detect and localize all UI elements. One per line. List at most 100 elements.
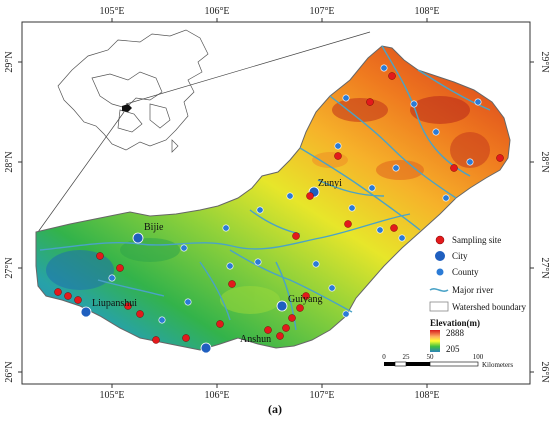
county-marker (184, 298, 192, 306)
sampling-marker (388, 72, 396, 80)
scale-unit: Kilometers (482, 361, 513, 369)
sampling-marker (288, 314, 296, 322)
city-label-guiyang: Guiyang (288, 294, 322, 305)
legend: Sampling site City County Major river Wa… (429, 235, 526, 354)
county-marker (380, 64, 388, 72)
china-inset-map (57, 29, 209, 153)
sampling-marker (136, 310, 144, 318)
major-rivers (39, 45, 491, 331)
sampling-marker (124, 302, 132, 310)
county-marker (226, 262, 234, 270)
county-marker (334, 142, 342, 150)
legend-elevation-title: Elevation(m) (430, 318, 480, 328)
city-marker-anshun (200, 342, 212, 354)
legend-sampling-swatch (435, 235, 445, 245)
graticule-ticks (18, 18, 534, 388)
sampling-marker (334, 152, 342, 160)
county-marker (312, 260, 320, 268)
sampling-marker (96, 252, 104, 260)
sampling-marker (282, 324, 290, 332)
county-marker (222, 224, 230, 232)
legend-elevation-max: 2888 (446, 328, 465, 338)
legend-county-swatch (436, 268, 444, 276)
sampling-marker (344, 220, 352, 228)
county-marker (410, 100, 418, 108)
city-markers (80, 186, 320, 354)
county-marker (342, 94, 350, 102)
legend-sampling-label: Sampling site (452, 235, 501, 245)
legend-boundary-label: Watershed boundary (452, 302, 526, 312)
scale-tick-0: 0 (382, 353, 386, 361)
scale-bar: 0 25 50 100 Kilometers (382, 353, 513, 369)
lon-label-bottom-107: 107°E (309, 390, 334, 401)
county-marker (392, 164, 400, 172)
county-marker (398, 234, 406, 242)
sampling-marker (292, 232, 300, 240)
legend-boundary-swatch (429, 301, 449, 312)
legend-city-swatch (435, 251, 445, 261)
sampling-marker (216, 320, 224, 328)
sampling-marker (74, 296, 82, 304)
legend-river-swatch (429, 288, 449, 292)
sampling-marker (116, 264, 124, 272)
lat-label-right-29: 29°N (539, 51, 550, 72)
county-marker (108, 274, 116, 282)
county-marker (432, 128, 440, 136)
legend-elevation-min: 205 (446, 344, 460, 354)
county-markers (108, 64, 482, 324)
sampling-marker (264, 326, 272, 334)
county-marker (442, 194, 450, 202)
sampling-marker (152, 336, 160, 344)
city-marker-bijie (132, 232, 144, 244)
scale-tick-25: 25 (403, 353, 411, 361)
scale-seg (394, 361, 407, 367)
county-marker (368, 184, 376, 192)
lon-label-top-107: 107°E (309, 6, 334, 17)
sampling-marker (302, 292, 310, 300)
figure-caption: (a) (268, 402, 282, 416)
county-marker (158, 316, 166, 324)
scale-seg (429, 361, 479, 367)
county-marker (376, 226, 384, 234)
county-marker (328, 284, 336, 292)
sampling-marker (306, 192, 314, 200)
lat-label-left-26: 26°N (4, 361, 15, 382)
lon-label-top-108: 108°E (414, 6, 439, 17)
county-marker (466, 158, 474, 166)
watershed-terrain (35, 45, 511, 351)
legend-river-label: Major river (452, 285, 493, 295)
lon-label-bottom-108: 108°E (414, 390, 439, 401)
sampling-marker (450, 164, 458, 172)
county-marker (342, 310, 350, 318)
sampling-marker (228, 280, 236, 288)
lon-label-bottom-106: 106°E (204, 390, 229, 401)
sampling-markers (54, 72, 504, 344)
scale-seg (384, 362, 395, 366)
guizhou-highlight (122, 104, 132, 112)
sampling-marker (276, 332, 284, 340)
map-frame (21, 21, 531, 385)
legend-elevation-bar (430, 330, 440, 352)
scale-tick-50: 50 (427, 353, 435, 361)
county-marker (348, 204, 356, 212)
county-marker (254, 258, 262, 266)
city-label-bijie: Bijie (144, 222, 164, 233)
city-label-liupanshui: Liupanshui (92, 298, 137, 309)
county-marker (474, 98, 482, 106)
terrain-texture (46, 96, 490, 314)
city-marker-guiyang (276, 300, 288, 312)
city-marker-liupanshui (80, 306, 92, 318)
sampling-marker (54, 288, 62, 296)
legend-county-label: County (452, 267, 479, 277)
zoom-line-top (125, 31, 371, 105)
zoom-line-bottom (37, 111, 125, 233)
sampling-marker (182, 334, 190, 342)
sampling-marker (390, 224, 398, 232)
lat-label-right-28: 28°N (539, 151, 550, 172)
county-marker (180, 244, 188, 252)
scale-tick-100: 100 (473, 353, 484, 361)
legend-city-label: City (452, 251, 468, 261)
scale-seg (406, 362, 430, 366)
lat-label-left-29: 29°N (4, 51, 15, 72)
